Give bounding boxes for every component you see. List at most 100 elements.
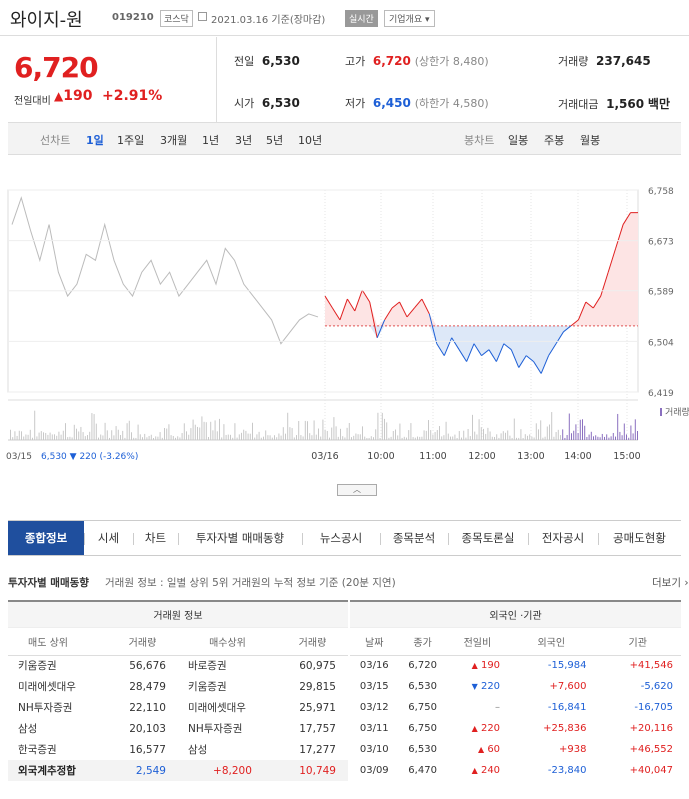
volume-bar bbox=[315, 434, 317, 440]
chart-collapse-button[interactable]: ︿ bbox=[337, 484, 377, 496]
stat-value: 237,645 bbox=[596, 54, 651, 68]
stat-label: 거래대금 bbox=[558, 98, 599, 111]
volume-bar bbox=[623, 423, 625, 440]
volume-bar bbox=[311, 435, 313, 440]
volume-bar bbox=[540, 420, 542, 440]
volume-legend: 거래량 bbox=[665, 406, 689, 418]
volume-bar bbox=[516, 437, 517, 440]
volume-bar bbox=[568, 413, 570, 440]
volume-bar bbox=[634, 419, 636, 440]
main-tab-2[interactable]: 차트 bbox=[144, 531, 167, 545]
row-change: ▲ 220 bbox=[471, 723, 501, 734]
y-tick-label: 6,758 bbox=[648, 187, 674, 197]
today-segment bbox=[399, 301, 408, 318]
volume-bar bbox=[252, 422, 253, 440]
today-segment bbox=[473, 343, 482, 356]
y-tick-label: 6,589 bbox=[648, 288, 674, 298]
volume-bar bbox=[234, 423, 236, 440]
volume-bar bbox=[131, 432, 132, 440]
foreign-buy: 10,749 bbox=[299, 764, 336, 777]
main-tab-5[interactable]: 종목분석 bbox=[392, 531, 436, 545]
volume-bar bbox=[397, 435, 399, 440]
volume-bar bbox=[212, 430, 214, 440]
volume-bar bbox=[344, 437, 346, 440]
volume-bar bbox=[43, 432, 44, 440]
volume-bar bbox=[412, 437, 414, 440]
period-weekly[interactable]: 주봉 bbox=[544, 134, 565, 147]
volume-bar bbox=[320, 436, 322, 440]
tab-separator bbox=[380, 533, 381, 545]
volume-bar bbox=[45, 432, 47, 440]
period-daily[interactable]: 일봉 bbox=[508, 134, 529, 147]
volume-bar bbox=[549, 424, 550, 440]
divider bbox=[216, 37, 217, 123]
main-tab-8[interactable]: 공매도현황 bbox=[613, 531, 666, 545]
volume-bars bbox=[10, 410, 638, 440]
period-5y[interactable]: 5년 bbox=[266, 134, 284, 147]
price-change-value: 190 bbox=[63, 88, 93, 104]
period-1y[interactable]: 1년 bbox=[202, 134, 220, 147]
calendar-icon bbox=[198, 12, 207, 21]
price-chart[interactable]: 6,758 6,673 6,589 6,504 6,419 03/16 10:00 11:0… bbox=[0, 170, 689, 470]
row-change: ▲ 60 bbox=[477, 744, 501, 755]
volume-bar bbox=[93, 414, 95, 440]
volume-bar bbox=[353, 435, 355, 440]
volume-bar bbox=[318, 428, 319, 440]
volume-bar bbox=[595, 435, 597, 440]
stat-value: 6,530 bbox=[261, 54, 300, 68]
volume-bar bbox=[29, 429, 31, 440]
row-close: 6,530 bbox=[408, 681, 437, 692]
volume-bar bbox=[370, 436, 372, 440]
volume-bar bbox=[588, 434, 590, 440]
main-tab-0[interactable]: 종합정보 bbox=[8, 521, 84, 555]
today-segment bbox=[622, 212, 631, 225]
more-link[interactable]: 더보기 › bbox=[652, 575, 689, 590]
stock-name[interactable]: 와이지-원 bbox=[10, 10, 83, 31]
realtime-button[interactable]: 실시간 bbox=[345, 10, 378, 27]
volume-bar bbox=[465, 437, 467, 440]
today-segment bbox=[570, 319, 579, 327]
volume-bar bbox=[368, 437, 370, 440]
volume-bar bbox=[619, 431, 621, 440]
volume-bar bbox=[256, 434, 258, 440]
price-change-pct: +2.91% bbox=[102, 88, 163, 104]
prev-day-close: 6,530 ▼ 220 (-3.26%) bbox=[41, 452, 138, 462]
broker-buy-name: 삼성 bbox=[187, 744, 208, 756]
foreign-inst-row: 03/15 6,530 ▼ 220 +7,600 -5,620 bbox=[350, 676, 681, 697]
company-info-dropdown[interactable]: 기업개요 ▾ bbox=[384, 10, 435, 27]
foreign-sum-label: 외국계추정합 bbox=[18, 765, 76, 777]
today-segment bbox=[332, 307, 341, 321]
volume-bar bbox=[342, 436, 344, 440]
period-10y[interactable]: 10년 bbox=[298, 134, 323, 147]
volume-bar bbox=[463, 430, 465, 440]
period-1w[interactable]: 1주일 bbox=[117, 134, 145, 147]
main-tab-1[interactable]: 시세 bbox=[97, 531, 120, 545]
stat-label: 고가 bbox=[345, 55, 366, 68]
volume-bar bbox=[326, 430, 328, 440]
main-tab-7[interactable]: 전자공시 bbox=[541, 531, 585, 545]
chart-period-bar: 선차트 1일 1주일 3개월 1년 3년 5년 10년 봉차트 일봉 주봉 월봉 bbox=[8, 123, 681, 155]
period-monthly[interactable]: 월봉 bbox=[580, 134, 601, 147]
main-tab-4[interactable]: 뉴스공시 bbox=[319, 531, 363, 545]
main-tab-3[interactable]: 투자자별 매매동향 bbox=[195, 531, 285, 545]
volume-bar bbox=[527, 435, 528, 440]
broker-sell-volume: 56,676 bbox=[129, 659, 166, 672]
volume-legend-swatch bbox=[660, 408, 662, 416]
period-1d[interactable]: 1일 bbox=[86, 134, 104, 147]
stat-amount: 거래대금 1,560 백만 bbox=[558, 95, 670, 112]
main-nav: 종합정보 시세 차트 투자자별 매매동향 뉴스공시 종목분석 종목토론실 전자공시 공매도현황 bbox=[8, 520, 681, 556]
volume-bar bbox=[430, 430, 432, 440]
main-tab-6[interactable]: 종목토론실 bbox=[461, 531, 515, 545]
volume-bar bbox=[386, 422, 388, 440]
volume-bar bbox=[491, 436, 493, 440]
period-3y[interactable]: 3년 bbox=[235, 134, 253, 147]
volume-bar bbox=[456, 437, 458, 440]
volume-bar bbox=[329, 437, 330, 440]
up-triangle-icon: ▲ bbox=[477, 745, 485, 754]
volume-bar bbox=[172, 435, 174, 440]
stat-label: 거래량 bbox=[558, 55, 589, 68]
volume-bar bbox=[384, 418, 385, 440]
stat-open: 시가 6,530 bbox=[234, 95, 300, 111]
volume-bar bbox=[241, 432, 242, 440]
period-3m[interactable]: 3개월 bbox=[160, 134, 188, 147]
